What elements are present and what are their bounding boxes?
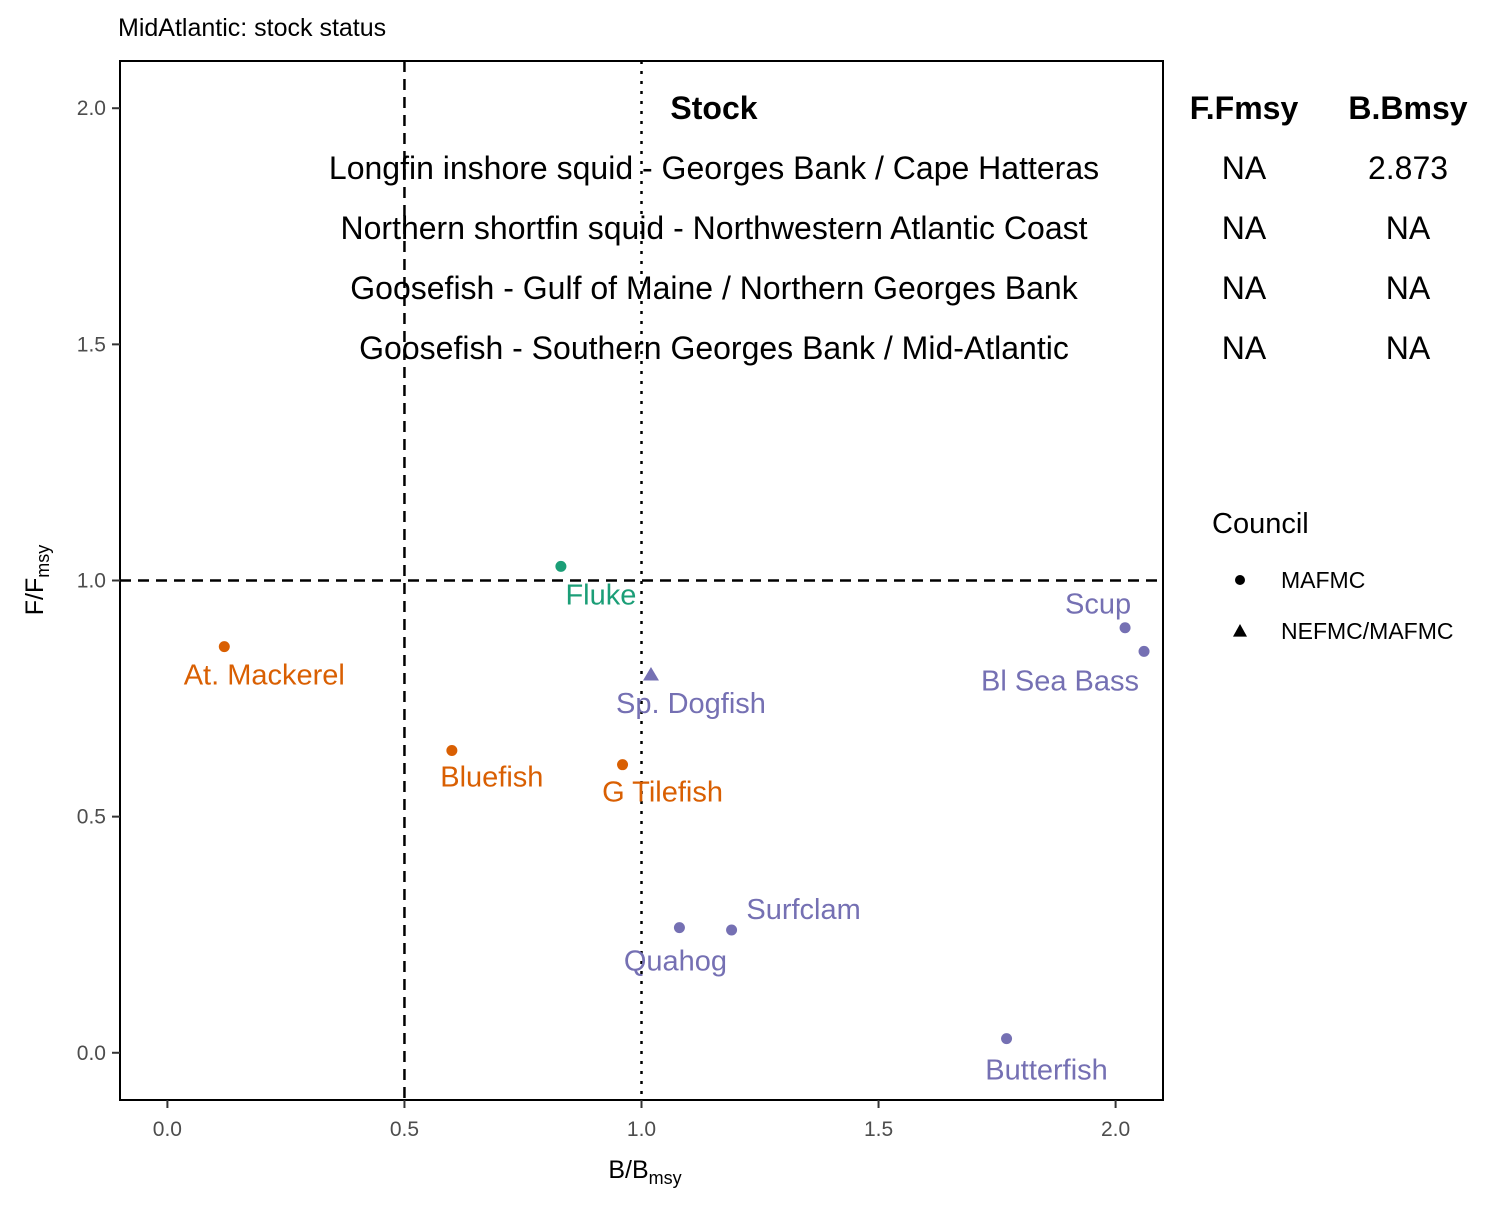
- legend-key-nefmc-mafmc: [1233, 624, 1247, 637]
- table-cell-bbmsy: NA: [1386, 270, 1431, 306]
- y-tick-label: 0.0: [77, 1042, 106, 1065]
- y-axis: 0.0 0.5 1.0 1.5 2.0: [77, 97, 120, 1065]
- y-tick-label: 0.5: [77, 806, 106, 829]
- label-at-mackerel: At. Mackerel: [184, 660, 345, 692]
- label-quahog: Quahog: [624, 946, 727, 978]
- y-tick-label: 1.0: [77, 570, 106, 593]
- table-cell-ffmsy: NA: [1222, 270, 1267, 306]
- table-cell-bbmsy: NA: [1386, 210, 1431, 246]
- point-surfclam: [726, 924, 738, 936]
- table-cell-stock: Goosefish - Southern Georges Bank / Mid-…: [359, 330, 1069, 366]
- table-cell-ffmsy: NA: [1222, 150, 1267, 186]
- table-cell-bbmsy: NA: [1386, 330, 1431, 366]
- x-tick-label: 0.5: [390, 1118, 419, 1141]
- table-cell-stock: Longfin inshore squid - Georges Bank / C…: [329, 150, 1099, 186]
- legend-title: Council: [1212, 508, 1309, 540]
- point-labels: At. Mackerel Bluefish G Tilefish Fluke Sp. D…: [184, 579, 1139, 1086]
- label-surfclam: Surfclam: [746, 894, 860, 926]
- table-cell-bbmsy: 2.873: [1368, 150, 1448, 186]
- y-tick-label: 2.0: [77, 97, 106, 120]
- x-axis: 0.0 0.5 1.0 1.5 2.0: [153, 1100, 1130, 1141]
- point-sp-dogfish: [642, 666, 659, 681]
- x-tick-label: 0.0: [153, 1118, 182, 1141]
- point-bluefish: [446, 745, 458, 757]
- point-butterfish: [1001, 1033, 1013, 1045]
- point-quahog: [673, 922, 685, 934]
- reference-lines: [120, 61, 1163, 1100]
- label-bl-sea-bass: Bl Sea Bass: [981, 665, 1139, 697]
- legend-label-mafmc: MAFMC: [1281, 567, 1365, 593]
- legend-key-mafmc: [1235, 575, 1245, 585]
- data-points: [218, 560, 1150, 1045]
- table-header-stock: Stock: [670, 90, 757, 126]
- y-axis-title: F/Fmsy: [21, 545, 53, 616]
- label-butterfish: Butterfish: [985, 1055, 1108, 1087]
- x-tick-label: 2.0: [1101, 1118, 1130, 1141]
- x-tick-label: 1.5: [864, 1118, 893, 1141]
- x-axis-title: B/Bmsy: [608, 1156, 681, 1188]
- label-fluke: Fluke: [565, 579, 636, 611]
- point-at-mackerel: [218, 641, 230, 653]
- y-tick-label: 1.5: [77, 333, 106, 356]
- label-scup: Scup: [1065, 589, 1131, 621]
- x-tick-label: 1.0: [627, 1118, 656, 1141]
- table-cell-stock: Northern shortfin squid - Northwestern A…: [341, 210, 1088, 246]
- table-header-bbmsy: B.Bmsy: [1348, 90, 1467, 126]
- chart-title: MidAtlantic: stock status: [118, 14, 386, 42]
- legend-label-nefmc-mafmc: NEFMC/MAFMC: [1281, 618, 1453, 644]
- point-fluke: [555, 560, 567, 572]
- point-bl-sea-bass: [1138, 645, 1150, 657]
- table-cell-ffmsy: NA: [1222, 330, 1267, 366]
- table-header-ffmsy: F.Fmsy: [1190, 90, 1299, 126]
- label-sp-dogfish: Sp. Dogfish: [616, 688, 766, 720]
- point-scup: [1119, 622, 1131, 634]
- table-cell-stock: Goosefish - Gulf of Maine / Northern Geo…: [350, 270, 1078, 306]
- label-bluefish: Bluefish: [440, 762, 543, 794]
- table-cell-ffmsy: NA: [1222, 210, 1267, 246]
- stock-table: Stock F.Fmsy B.Bmsy Longfin inshore squid -…: [329, 90, 1468, 366]
- legend: Council MAFMC NEFMC/MAFMC: [1212, 508, 1453, 644]
- label-g-tilefish: G Tilefish: [602, 777, 723, 809]
- point-g-tilefish: [617, 759, 629, 771]
